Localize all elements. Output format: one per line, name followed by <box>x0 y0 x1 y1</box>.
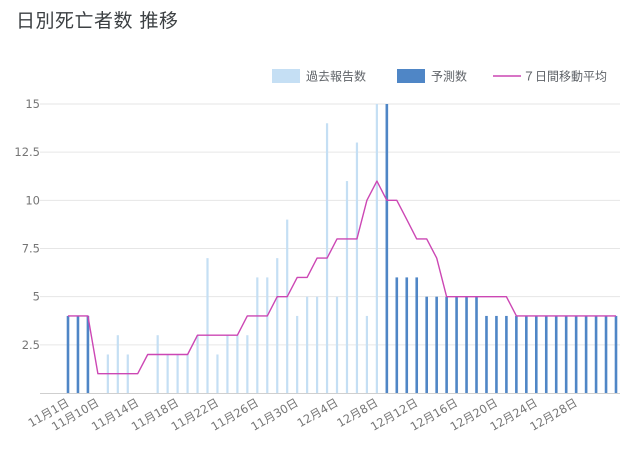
reported-bar <box>196 335 199 393</box>
y-tick-label: 10 <box>25 193 40 207</box>
legend-swatch-reported <box>272 69 300 83</box>
moving-average-series <box>68 180 616 375</box>
reported-bar <box>296 315 299 393</box>
reported-bar <box>236 335 239 393</box>
predicted-bar <box>415 277 419 393</box>
reported-bar <box>335 296 339 393</box>
predicted-bar <box>385 104 389 393</box>
reported-bar <box>375 104 378 393</box>
predicted-bar <box>86 315 90 393</box>
reported-bar <box>186 354 189 393</box>
predicted-bar <box>544 315 548 393</box>
predicted-bar <box>515 315 518 393</box>
predicted-bar <box>554 315 558 393</box>
reported-bar <box>166 354 169 393</box>
reported-bar <box>266 277 269 393</box>
reported-bar <box>156 335 159 393</box>
predicted-bar <box>495 315 498 393</box>
moving-average-line <box>68 180 616 375</box>
predicted-bar <box>445 296 448 393</box>
reported-bar <box>206 258 209 393</box>
reported-bar <box>306 296 309 393</box>
y-tick-label: 5 <box>33 290 40 304</box>
reported-bar <box>276 258 279 393</box>
predicted-bar <box>525 315 528 393</box>
bars <box>66 104 618 394</box>
predicted-bar <box>505 315 508 393</box>
reported-bar <box>226 335 229 393</box>
predicted-bar <box>66 315 70 393</box>
legend-label-predicted: 予測数 <box>431 69 467 84</box>
predicted-bar <box>485 315 488 393</box>
predicted-bar <box>405 277 409 393</box>
y-tick-label: 7.5 <box>22 242 40 256</box>
legend-label-average: ７日間移動平均 <box>523 70 607 84</box>
reported-bar <box>216 354 219 393</box>
reported-bar <box>365 315 369 393</box>
reported-bar <box>116 335 119 393</box>
predicted-bar <box>584 315 588 393</box>
reported-bar <box>286 219 289 393</box>
predicted-bar <box>395 277 399 393</box>
legend-label-reported: 過去報告数 <box>306 69 366 84</box>
y-tick-label: 2.5 <box>22 338 40 352</box>
x-tick-label: 12月4日 <box>295 395 341 430</box>
predicted-bar <box>534 315 538 393</box>
predicted-bar <box>574 315 578 393</box>
legend-swatch-predicted <box>397 69 425 83</box>
y-tick-label: 12.5 <box>14 145 40 159</box>
predicted-bar <box>604 315 608 393</box>
legend: 過去報告数 予測数 ７日間移動平均 <box>272 69 607 84</box>
reported-bar <box>246 335 249 393</box>
reported-bar <box>315 296 319 393</box>
predicted-bar <box>475 296 478 393</box>
x-axis-ticks: 11月1日11月10日11月14日11月18日11月22日11月26日11月30… <box>26 395 580 433</box>
predicted-bar <box>594 315 598 393</box>
grid-lines <box>40 103 620 346</box>
y-axis-ticks: 2.5 5 7.5 10 12.5 15 <box>14 97 40 352</box>
y-tick-label: 15 <box>25 97 40 111</box>
predicted-bar <box>435 296 438 393</box>
predicted-bar <box>425 296 428 393</box>
reported-bar <box>355 142 359 393</box>
predicted-bar <box>465 296 468 393</box>
reported-bar <box>256 277 259 393</box>
predicted-bar <box>76 315 80 393</box>
reported-bar <box>345 181 349 393</box>
predicted-bar <box>564 315 568 393</box>
chart-title: 日別死亡者数 推移 <box>16 10 179 32</box>
predicted-bar <box>455 296 458 393</box>
predicted-bar <box>614 315 618 393</box>
reported-bar <box>176 354 179 393</box>
